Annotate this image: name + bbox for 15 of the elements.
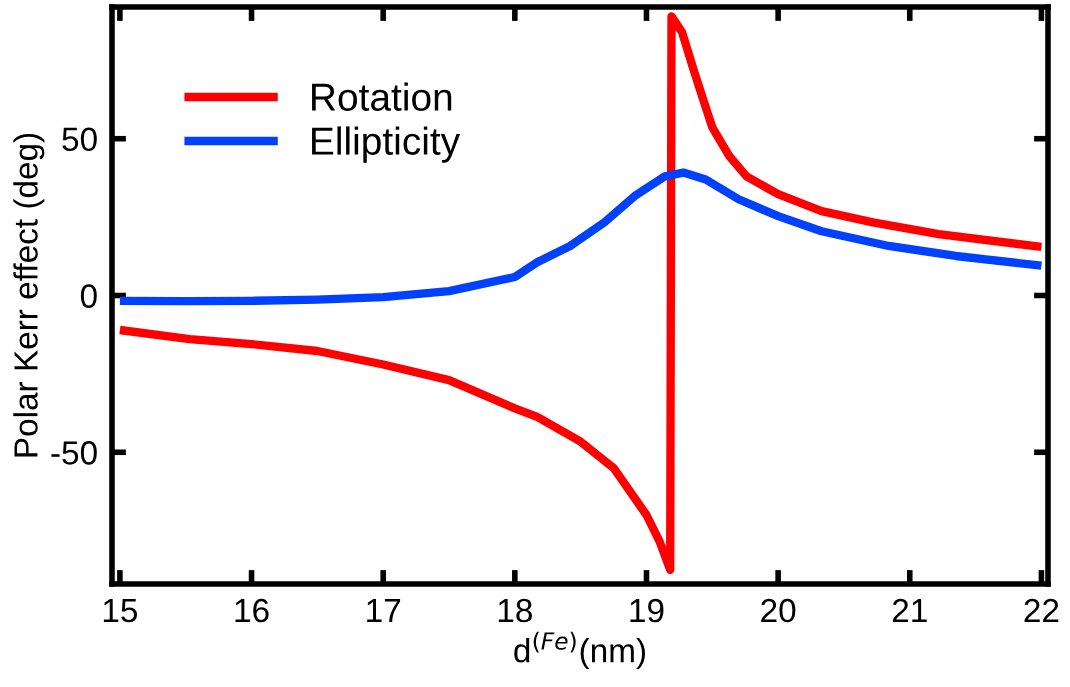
x-tick-label: 15 [103,599,138,623]
x-tick-label: 18 [498,598,532,623]
y-tick-label: -50 [51,441,97,465]
x-tick-label: 21 [892,598,927,623]
x-tick-label: 22 [1024,598,1059,623]
x-tick-label: 20 [761,598,796,623]
legend-label: Ellipticity [312,126,461,163]
y-tick-label: 50 [62,127,97,152]
x-axis-title: d$^{(Fe)}$(nm) [514,631,646,670]
x-tick-label: 17 [367,599,401,623]
x-tick-label: 19 [630,598,664,623]
y-axis-title: Polar Kerr effect (deg) [13,133,45,457]
x-tick-label: 16 [235,598,269,623]
y-tick-label: 0 [80,284,97,308]
legend-label: Rotation [312,82,452,111]
